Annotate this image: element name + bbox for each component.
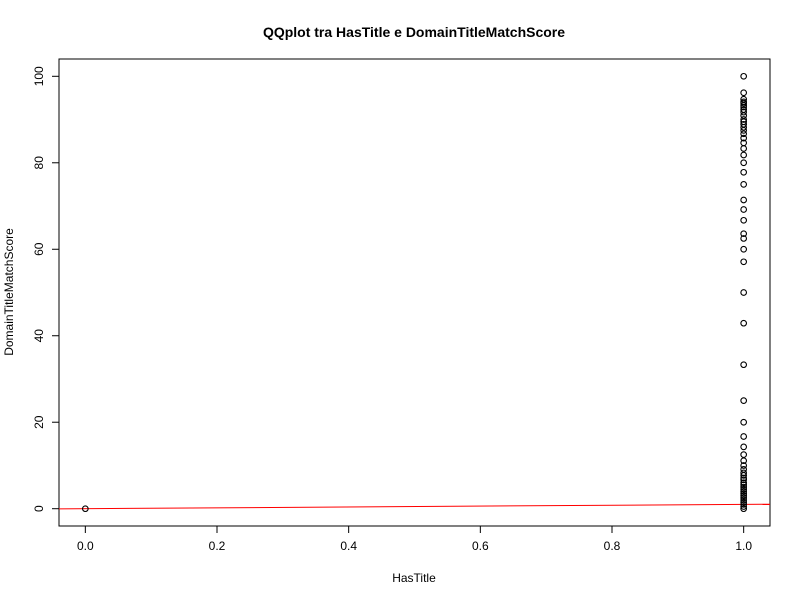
data-point [740,490,748,497]
x-tick-label: 1.0 [735,539,752,553]
data-point [740,159,748,167]
y-tick-label: 40 [32,329,46,343]
data-point [740,130,748,138]
data-point [740,494,748,502]
x-tick-label: 0.8 [604,539,621,553]
x-tick-label: 0.2 [209,539,226,553]
data-point [740,485,748,493]
data-point [740,466,748,473]
data-point [740,397,748,404]
data-point [740,106,748,113]
data-point [740,116,748,123]
x-axis: 0.0 0.2 0.4 0.6 0.8 1.0 [77,525,752,553]
data-point [740,89,748,97]
data-point [740,451,748,459]
data-point [740,469,748,477]
y-tick-label: 100 [32,66,46,86]
data-point [740,361,748,369]
data-point [740,134,748,142]
data-point [740,492,748,500]
y-tick-label: 60 [32,242,46,256]
data-point [740,418,748,426]
data-point [740,496,748,504]
x-tick-label: 0.0 [77,539,94,553]
data-point [740,196,748,204]
data-point [740,433,748,440]
data-point [740,258,748,266]
y-axis-label: DomainTitleMatchScore [2,228,16,356]
data-point [740,216,748,224]
data-point [81,505,89,513]
data-point [740,483,748,491]
y-axis: 0 20 40 60 80 100 [32,66,60,512]
data-point [740,168,748,176]
x-tick-label: 0.6 [472,539,489,553]
data-point [740,503,748,510]
data-point [740,289,748,296]
y-tick-label: 0 [32,505,46,512]
data-point [740,488,748,495]
data-point [740,151,748,159]
data-point [740,120,748,128]
data-point [740,230,748,238]
x-axis-label: HasTitle [392,571,436,585]
chart-title: QQplot tra HasTitle e DomainTitleMatchSc… [263,24,565,40]
plot-frame [58,58,771,527]
data-point [740,462,748,469]
data-point [740,181,748,188]
data-point [740,479,748,487]
data-point [740,498,748,506]
y-tick-label: 20 [32,415,46,429]
data-point [740,139,748,147]
data-point [740,95,748,103]
data-point [740,501,748,508]
data-point [740,72,748,80]
data-point [740,505,748,513]
x-tick-label: 0.4 [340,539,357,553]
data-point [740,98,748,106]
data-point [740,319,748,327]
reference-line [58,503,771,510]
data-point [740,235,748,242]
data-point [740,206,748,213]
data-point [740,245,748,253]
data-point [740,443,748,451]
y-tick-label: 80 [32,156,46,170]
data-point [740,145,748,152]
plot-area [58,72,771,513]
